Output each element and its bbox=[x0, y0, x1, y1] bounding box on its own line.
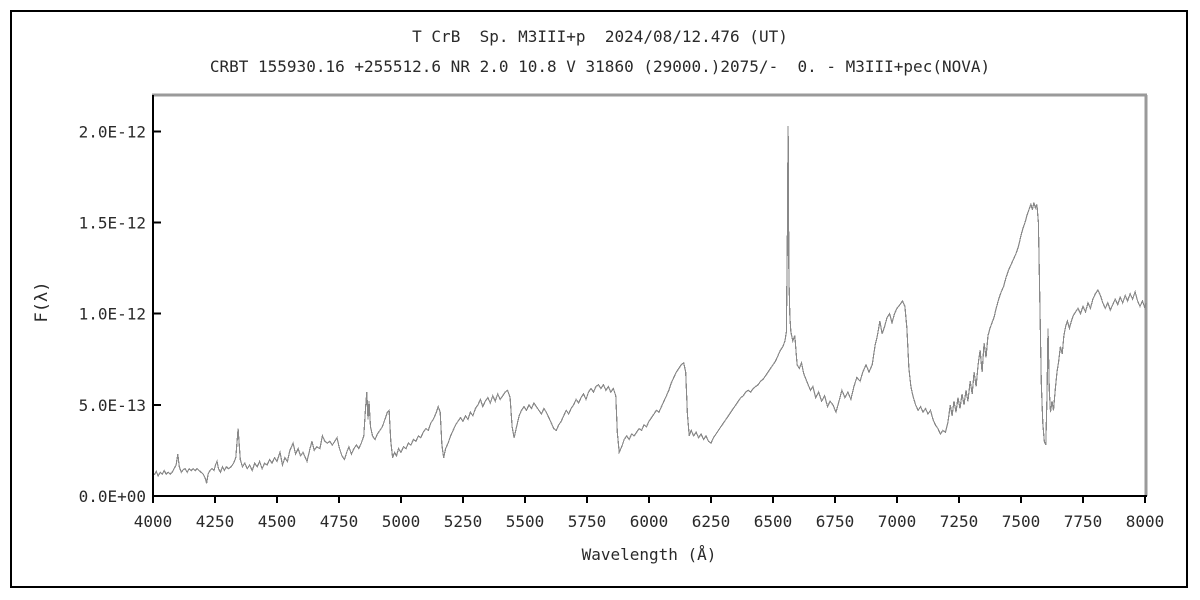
x-tick-label: 4750 bbox=[320, 512, 359, 531]
x-tick-label: 5250 bbox=[444, 512, 483, 531]
y-tick-label: 1.5E-12 bbox=[79, 214, 146, 233]
axis-ticks: 4000 4250 4500 4750 5000 5250 5500 5750 6000 6250… bbox=[79, 122, 1165, 531]
x-tick-label: 7250 bbox=[940, 512, 979, 531]
x-tick-label: 5000 bbox=[382, 512, 421, 531]
y-tick-label: 0.0E+00 bbox=[79, 487, 146, 506]
x-tick-label: 5500 bbox=[506, 512, 545, 531]
x-tick-label: 6250 bbox=[692, 512, 731, 531]
y-tick-label: 5.0E-13 bbox=[79, 396, 146, 415]
x-tick-label: 6750 bbox=[816, 512, 855, 531]
chart-subtitle: CRBT 155930.16 +255512.6 NR 2.0 10.8 V 3… bbox=[209, 57, 991, 76]
spectrum-trace-layer bbox=[153, 125, 1147, 484]
spectrum-trace bbox=[153, 125, 1147, 484]
x-axis-title: Wavelength (Å) bbox=[582, 545, 717, 564]
x-tick-label: 4000 bbox=[134, 512, 173, 531]
plot-frame bbox=[152, 93, 1148, 497]
x-tick-label: 6500 bbox=[754, 512, 793, 531]
chart-title: T CrB Sp. M3III+p 2024/08/12.476 (UT) bbox=[412, 27, 788, 46]
x-tick-label: 7000 bbox=[878, 512, 917, 531]
x-tick-label: 5750 bbox=[568, 512, 607, 531]
y-axis-title: F(λ) bbox=[32, 282, 52, 323]
y-tick-label: 1.0E-12 bbox=[79, 305, 146, 324]
axis-labels: Wavelength (Å) F(λ) bbox=[32, 282, 716, 564]
figure-border bbox=[10, 10, 1188, 588]
x-tick-label: 8000 bbox=[1126, 512, 1165, 531]
x-tick-label: 4250 bbox=[196, 512, 235, 531]
x-tick-label: 7500 bbox=[1002, 512, 1041, 531]
x-tick-label: 6000 bbox=[630, 512, 669, 531]
y-tick-label: 2.0E-12 bbox=[79, 122, 146, 141]
x-tick-label: 4500 bbox=[258, 512, 297, 531]
x-tick-label: 7750 bbox=[1064, 512, 1103, 531]
